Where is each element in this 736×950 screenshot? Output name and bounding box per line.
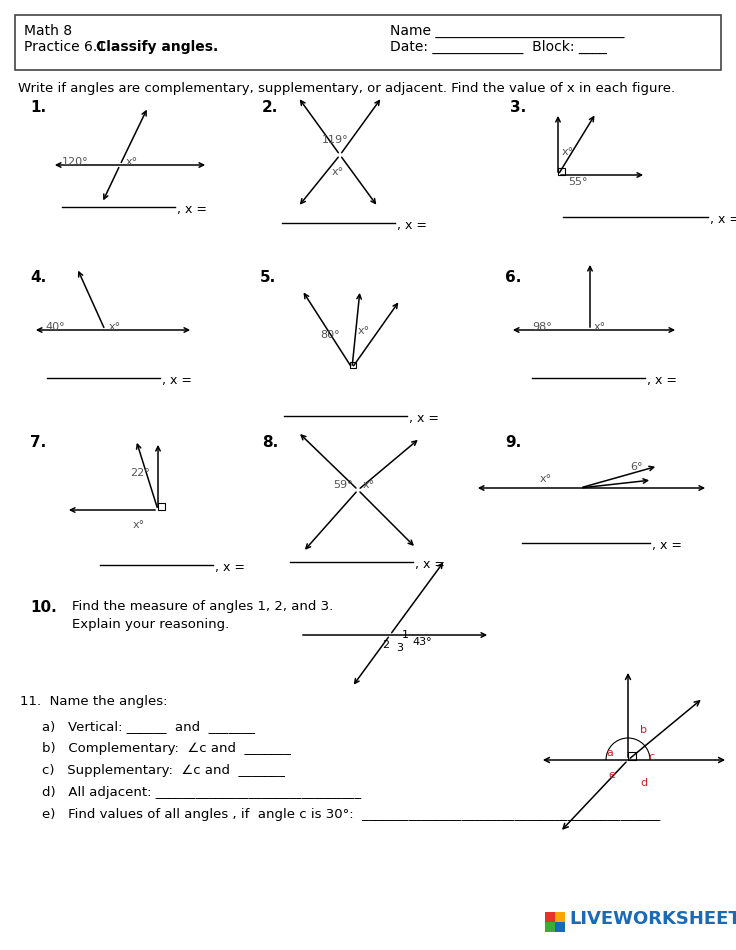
Text: LIVEWORKSHEETS: LIVEWORKSHEETS xyxy=(569,910,736,928)
Text: x°: x° xyxy=(594,322,606,332)
Text: , x =: , x = xyxy=(652,539,682,552)
Text: c: c xyxy=(648,752,654,762)
Bar xyxy=(628,752,636,760)
Text: d: d xyxy=(640,778,647,788)
Bar xyxy=(555,922,565,932)
Text: 120°: 120° xyxy=(62,157,88,167)
Text: 2.: 2. xyxy=(262,100,278,115)
Text: , x =: , x = xyxy=(647,374,677,387)
Text: 4.: 4. xyxy=(30,270,46,285)
Text: , x =: , x = xyxy=(710,213,736,226)
Text: x°: x° xyxy=(133,520,145,530)
Text: 119°: 119° xyxy=(322,135,349,145)
Text: , x =: , x = xyxy=(215,561,245,574)
Text: b: b xyxy=(640,725,647,735)
Text: , x =: , x = xyxy=(409,412,439,425)
FancyBboxPatch shape xyxy=(15,15,721,70)
Text: e: e xyxy=(608,770,615,780)
Bar xyxy=(558,168,565,175)
Text: a)   Vertical: ______  and  _______: a) Vertical: ______ and _______ xyxy=(42,720,255,733)
Text: 6°: 6° xyxy=(630,462,643,472)
Bar xyxy=(555,912,565,922)
Text: , x =: , x = xyxy=(177,203,207,216)
Text: c)   Supplementary:  ∠c and  _______: c) Supplementary: ∠c and _______ xyxy=(42,764,285,777)
Bar xyxy=(350,362,356,368)
Text: x°: x° xyxy=(540,474,552,484)
Text: 55°: 55° xyxy=(568,177,587,187)
Text: x°: x° xyxy=(363,480,375,490)
Text: , x =: , x = xyxy=(415,558,445,571)
Text: 11.  Name the angles:: 11. Name the angles: xyxy=(20,695,168,708)
Text: Explain your reasoning.: Explain your reasoning. xyxy=(72,618,229,631)
Text: 6.: 6. xyxy=(505,270,521,285)
Text: Name ___________________________: Name ___________________________ xyxy=(390,24,624,38)
Text: d)   All adjacent: _______________________________: d) All adjacent: _______________________… xyxy=(42,786,361,799)
Text: , x =: , x = xyxy=(162,374,192,387)
Text: Classify angles.: Classify angles. xyxy=(96,40,219,54)
Bar xyxy=(158,503,165,510)
Bar xyxy=(545,912,555,922)
Text: 9.: 9. xyxy=(505,435,521,450)
Text: , x =: , x = xyxy=(397,219,427,232)
Text: 10.: 10. xyxy=(30,600,57,615)
Text: 5.: 5. xyxy=(260,270,276,285)
Text: 3: 3 xyxy=(396,643,403,653)
Text: x°: x° xyxy=(562,147,574,157)
Text: Practice 6.1: Practice 6.1 xyxy=(24,40,110,54)
Text: 1: 1 xyxy=(402,630,409,640)
Text: Date: _____________  Block: ____: Date: _____________ Block: ____ xyxy=(390,40,607,54)
Text: 22°: 22° xyxy=(130,468,149,478)
Text: x°: x° xyxy=(109,322,121,332)
Text: 98°: 98° xyxy=(532,322,552,332)
Text: Math 8: Math 8 xyxy=(24,24,72,38)
Text: 59°: 59° xyxy=(333,480,353,490)
Text: 3.: 3. xyxy=(510,100,526,115)
Text: x°: x° xyxy=(358,326,370,336)
Text: 7.: 7. xyxy=(30,435,46,450)
Text: x°: x° xyxy=(126,157,138,167)
Text: Write if angles are complementary, supplementary, or adjacent. Find the value of: Write if angles are complementary, suppl… xyxy=(18,82,675,95)
Text: 1.: 1. xyxy=(30,100,46,115)
Text: 8.: 8. xyxy=(262,435,278,450)
Text: b)   Complementary:  ∠c and  _______: b) Complementary: ∠c and _______ xyxy=(42,742,291,755)
Text: e)   Find values of all angles , if  angle c is 30°:  __________________________: e) Find values of all angles , if angle … xyxy=(42,808,660,821)
Bar xyxy=(545,922,555,932)
Text: a: a xyxy=(606,748,613,758)
Text: 80°: 80° xyxy=(320,330,339,340)
Text: Find the measure of angles 1, 2, and 3.: Find the measure of angles 1, 2, and 3. xyxy=(72,600,333,613)
Text: x°: x° xyxy=(332,167,344,177)
Text: 2: 2 xyxy=(382,640,389,650)
Text: 40°: 40° xyxy=(45,322,65,332)
Text: 43°: 43° xyxy=(412,637,431,647)
